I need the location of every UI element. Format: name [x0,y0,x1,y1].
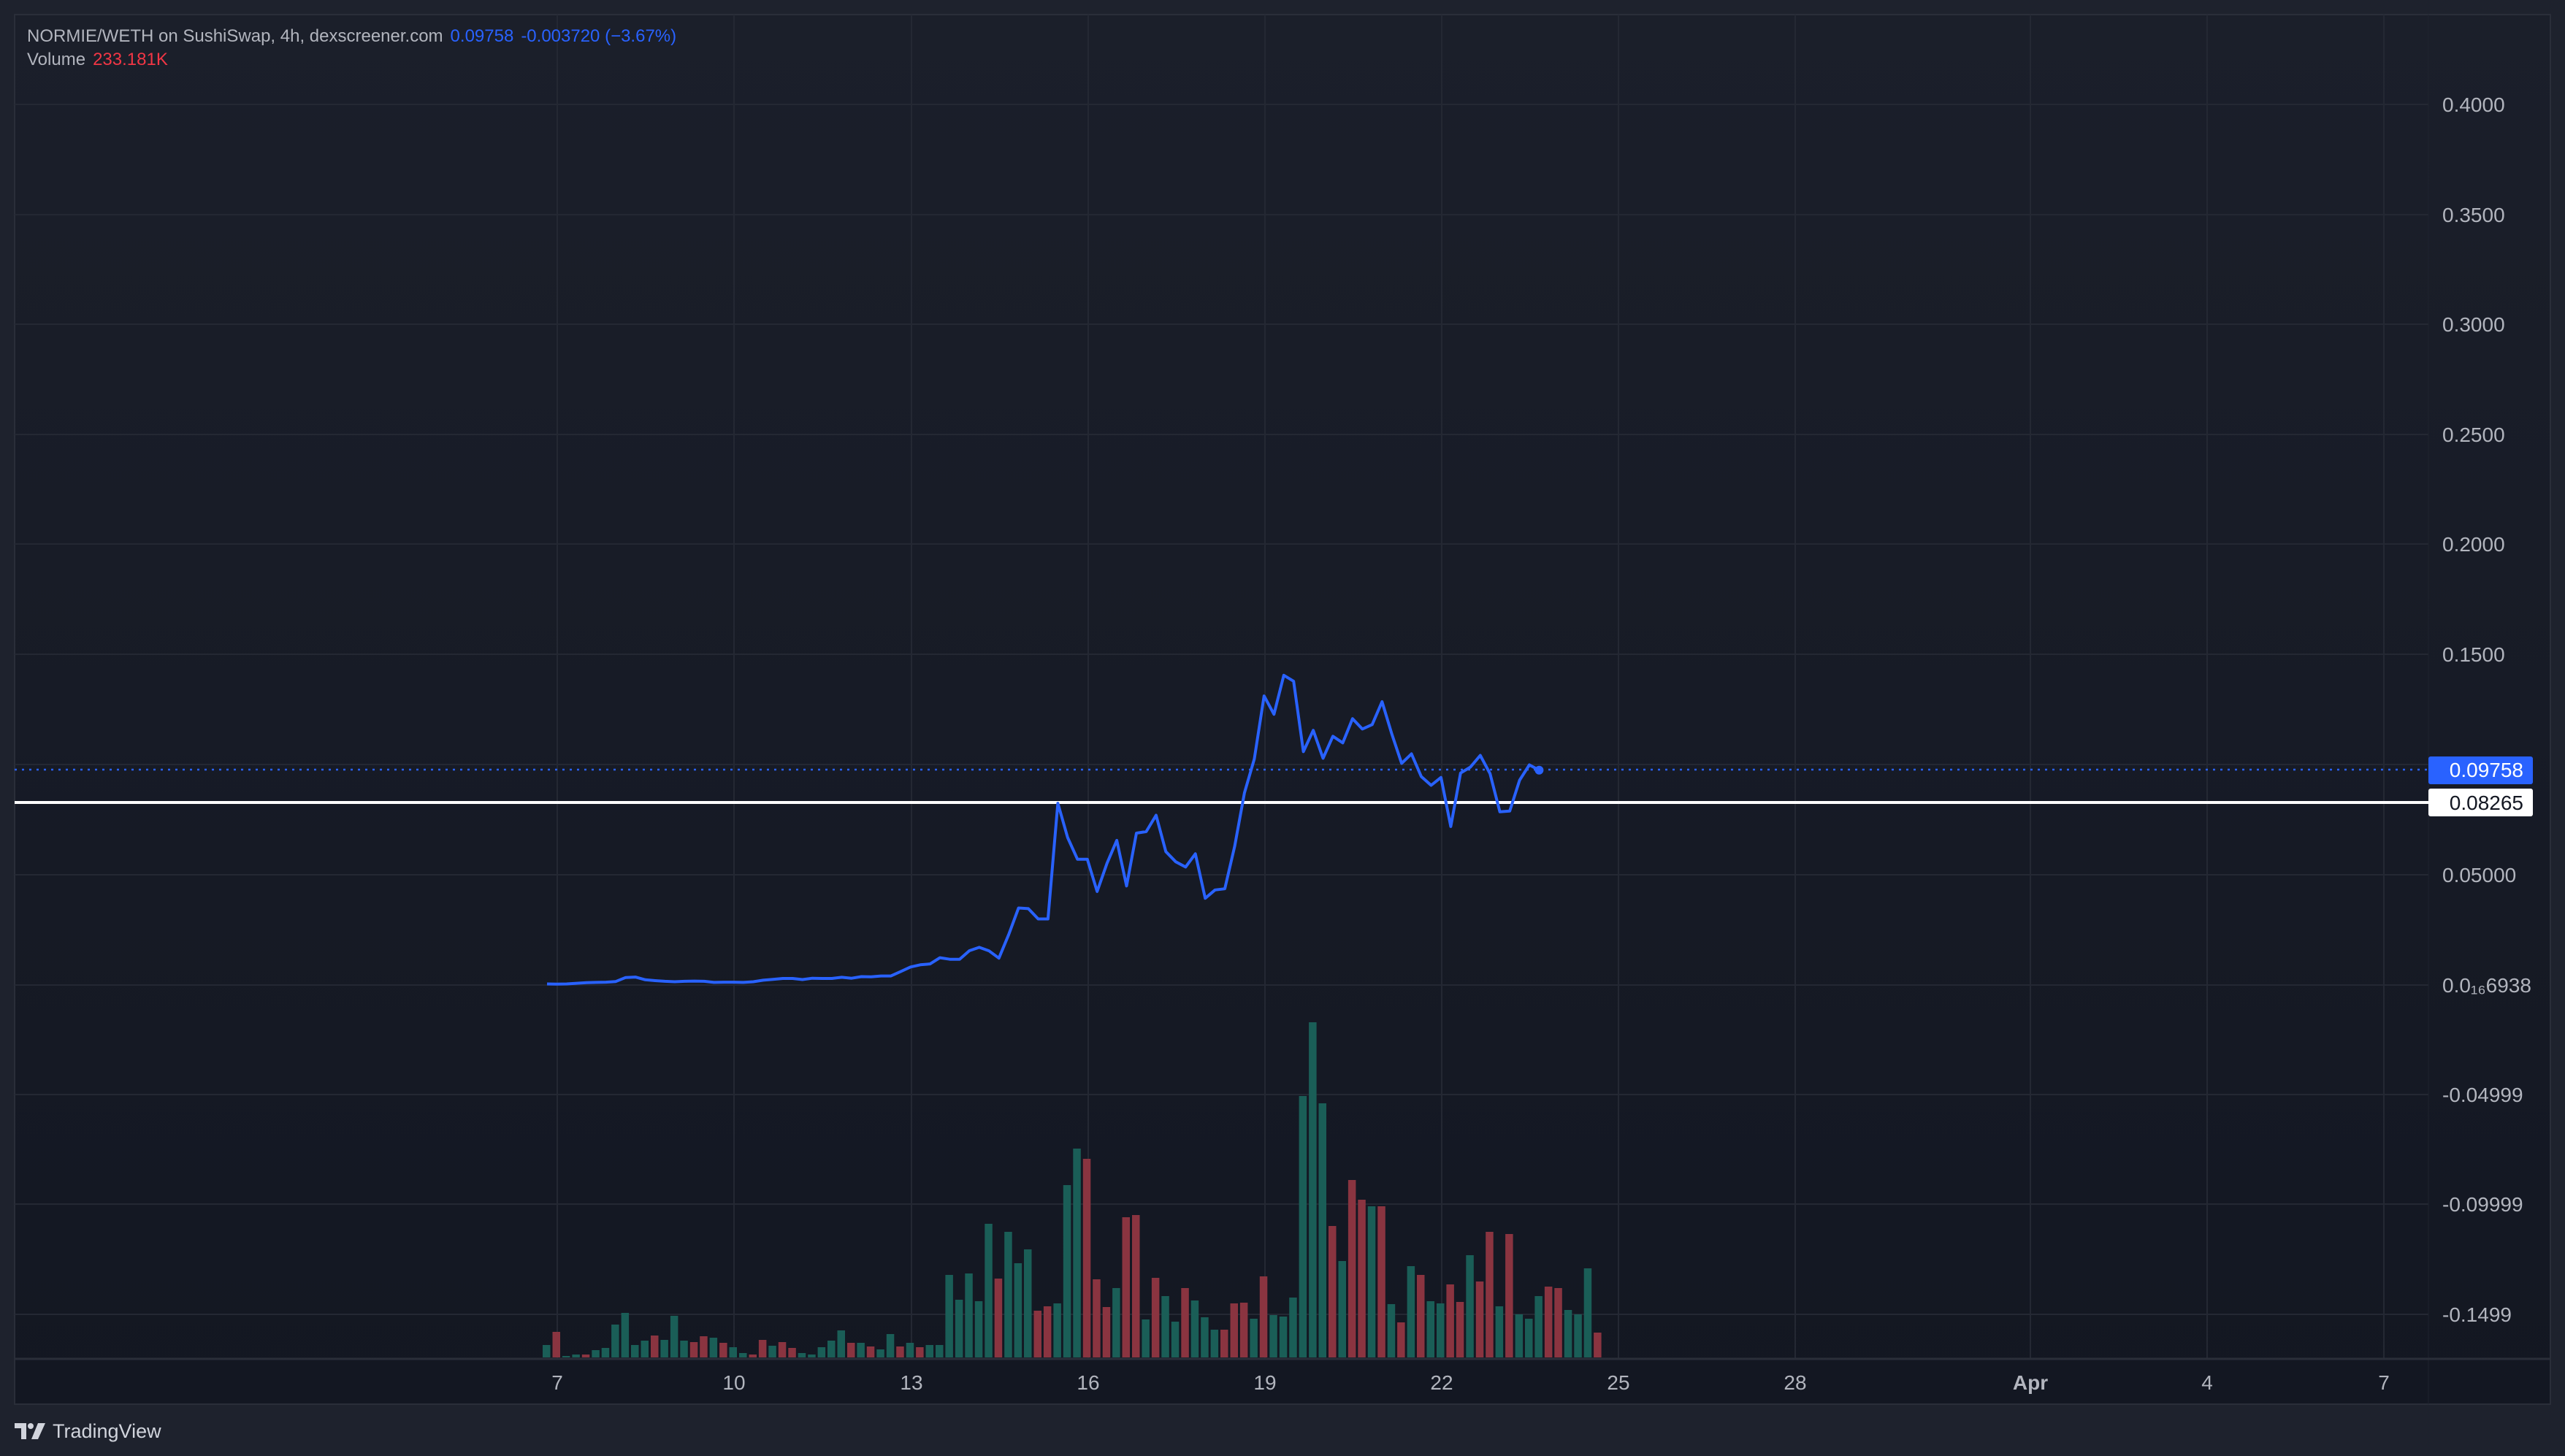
last-price-dot [1534,765,1544,775]
legend-title-row: NORMIE/WETH on SushiSwap, 4h, dexscreene… [27,25,676,48]
tradingview-attribution[interactable]: TradingView [15,1417,161,1446]
time-tick-label: 19 [1253,1371,1276,1394]
horizontal-line-label: 0.08265 [2428,789,2533,816]
time-tick-label: 16 [1077,1371,1099,1394]
last-price-value: 0.09758 [450,26,514,46]
price-tick-label: 0.3000 [2442,313,2505,336]
price-tick-label: 0.3500 [2442,204,2505,226]
time-tick-label: 25 [1607,1371,1629,1394]
price-tick-label: -0.1499 [2442,1303,2512,1326]
svg-text:0.09758: 0.09758 [2450,759,2523,781]
price-tick-label: 0.4000 [2442,93,2505,116]
time-tick-label: 7 [2378,1371,2390,1394]
price-tick-label: 0.1500 [2442,643,2505,666]
time-tick-label: 10 [722,1371,745,1394]
price-axis[interactable]: 0.4000 0.3500 0.3000 0.2500 0.2000 0.1500 0.05… [2442,93,2531,1326]
price-line [546,673,1540,986]
price-tick-label: 0.05000 [2442,864,2516,886]
time-tick-label: 4 [2201,1371,2213,1394]
price-change-value: -0.003720 (−3.67%) [521,26,677,46]
tradingview-brand: TradingView [53,1419,161,1442]
symbol-title: NORMIE/WETH on SushiSwap, 4h, dexscreene… [27,26,443,46]
price-tick-label: 0.2000 [2442,533,2505,556]
svg-text:0.08265: 0.08265 [2450,792,2523,814]
legend-volume-row: Volume 233.181K [27,48,676,72]
last-price-label: 0.09758 [2428,756,2533,784]
price-tick-label: 0.2500 [2442,424,2505,446]
volume-label: Volume [27,50,86,69]
price-tick-label: -0.09999 [2442,1193,2523,1216]
chart-panel [14,14,2551,1405]
price-tick-label: 0.0₁₆6938 [2442,974,2531,997]
grid-lines [15,15,2429,1404]
chart-legend: NORMIE/WETH on SushiSwap, 4h, dexscreene… [27,25,676,72]
volume-value: 233.181K [93,50,168,69]
tradingview-logo-icon [15,1423,45,1439]
time-axis[interactable]: 7 10 13 16 19 22 25 28 Apr 4 7 [551,1371,2390,1394]
price-tick-label: -0.04999 [2442,1084,2523,1106]
time-tick-label: 28 [1784,1371,1806,1394]
time-tick-label: 13 [900,1371,922,1394]
time-tick-label: 22 [1430,1371,1453,1394]
time-tick-label: Apr [2013,1371,2048,1394]
time-tick-label: 7 [551,1371,563,1394]
volume-bars [543,1022,1602,1357]
